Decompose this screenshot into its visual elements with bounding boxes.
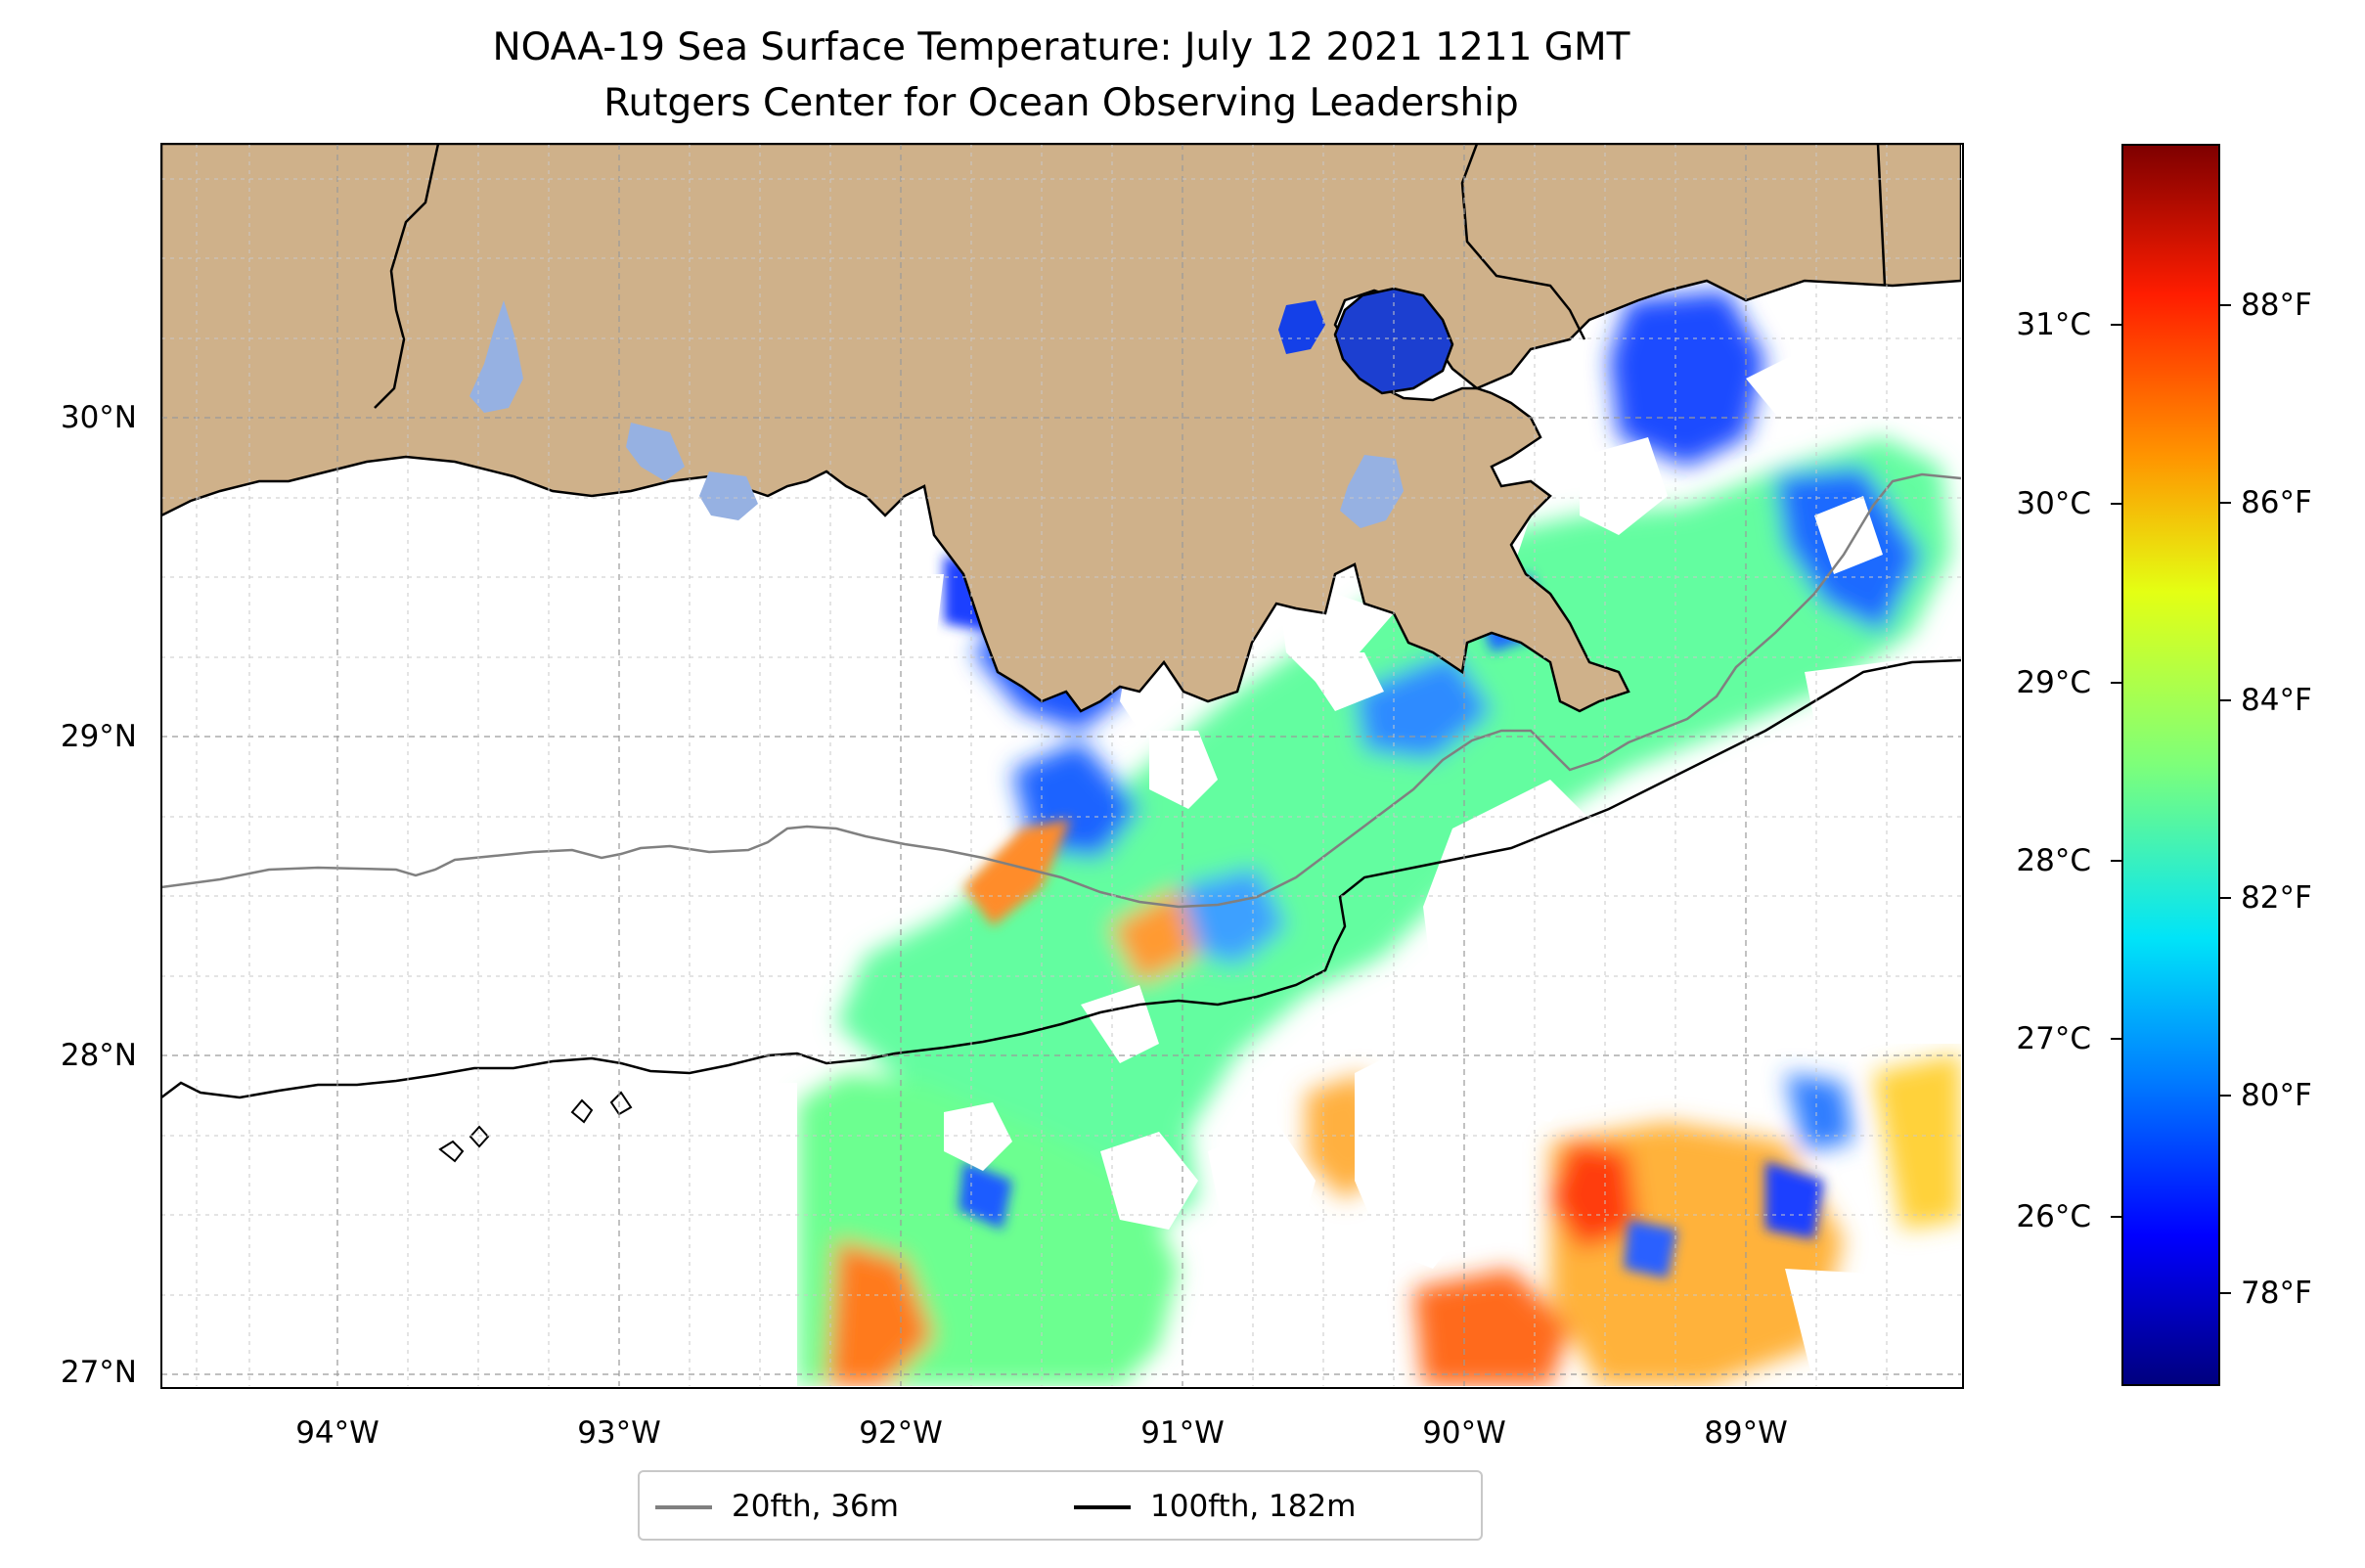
figure-subtitle: Rutgers Center for Ocean Observing Leade… — [603, 81, 1519, 125]
legend-swatch-20fth — [655, 1505, 712, 1509]
y-tick-label: 27°N — [60, 1355, 137, 1390]
colorbar-tick — [2111, 682, 2121, 684]
colorbar-tick — [2220, 1095, 2231, 1097]
y-tick-label: 30°N — [60, 400, 137, 435]
colorbar-celsius-label: 26°C — [2016, 1199, 2091, 1234]
louisiana-land — [161, 144, 1961, 713]
colorbar-celsius-label: 30°C — [2016, 486, 2091, 521]
offshore-banks — [438, 1091, 633, 1163]
colorbar-fahrenheit-label: 84°F — [2241, 683, 2312, 718]
colorbar-celsius-label: 29°C — [2016, 665, 2091, 700]
colorbar-tick — [2220, 304, 2231, 306]
y-tick-label: 28°N — [60, 1038, 137, 1073]
colorbar-tick — [2111, 860, 2121, 862]
sst-map[interactable] — [161, 144, 1961, 1386]
colorbar-fahrenheit-label: 88°F — [2241, 288, 2312, 323]
lakes — [469, 300, 1404, 528]
isobath-20fth — [161, 472, 1961, 909]
legend-swatch-100fth — [1074, 1505, 1131, 1509]
colorbar-tick — [2220, 502, 2231, 504]
colorbar-celsius-label: 28°C — [2016, 843, 2091, 878]
colorbar-fahrenheit-label: 80°F — [2241, 1078, 2312, 1113]
figure-title: NOAA-19 Sea Surface Temperature: July 12… — [492, 25, 1630, 69]
isobath-100fth — [161, 658, 1961, 1099]
colorbar-tick — [2111, 1216, 2121, 1218]
colorbar-tick — [2220, 897, 2231, 899]
map-minor-gridlines — [161, 144, 1961, 1386]
x-tick-label: 93°W — [577, 1415, 661, 1451]
colorbar-tick — [2220, 699, 2231, 701]
colorbar-tick — [2111, 324, 2121, 326]
x-tick-label: 94°W — [295, 1415, 379, 1451]
colorbar-celsius-label: 31°C — [2016, 307, 2091, 342]
colorbar-celsius-label: 27°C — [2016, 1021, 2091, 1056]
colorbar-fahrenheit-label: 82°F — [2241, 880, 2312, 916]
colorbar — [2121, 144, 2220, 1386]
y-tick-label: 29°N — [60, 719, 137, 754]
colorbar-tick — [2220, 1292, 2231, 1294]
colorbar-fahrenheit-label: 78°F — [2241, 1276, 2312, 1311]
x-tick-label: 90°W — [1422, 1415, 1506, 1451]
legend-label-100fth: 100fth, 182m — [1150, 1489, 1357, 1524]
isobath-legend: 20fth, 36m 100fth, 182m — [638, 1470, 1483, 1541]
colorbar-fahrenheit-label: 86°F — [2241, 485, 2312, 520]
x-tick-label: 91°W — [1140, 1415, 1225, 1451]
state-boundaries — [374, 144, 1887, 409]
colorbar-tick — [2111, 503, 2121, 505]
x-tick-label: 92°W — [859, 1415, 943, 1451]
colorbar-gradient — [2121, 144, 2220, 1386]
map-gridlines — [161, 144, 1961, 1386]
legend-label-20fth: 20fth, 36m — [732, 1489, 899, 1524]
x-tick-label: 89°W — [1704, 1415, 1788, 1451]
colorbar-tick — [2111, 1038, 2121, 1040]
cloud-mask — [161, 339, 1961, 1386]
